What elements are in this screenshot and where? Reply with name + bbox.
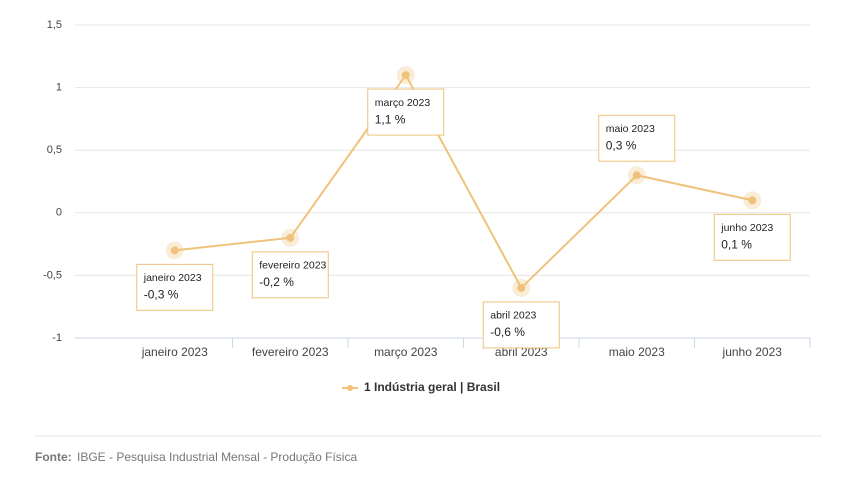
data-label-category: janeiro 2023 [143, 272, 202, 284]
point [748, 196, 757, 205]
point [517, 283, 526, 292]
data-label: fevereiro 2023 -0,2 % [251, 251, 329, 299]
data-label-category: março 2023 [375, 97, 431, 109]
data-label-category: abril 2023 [490, 310, 536, 322]
legend-marker [347, 385, 353, 391]
data-label-value: -0,6 % [490, 325, 525, 339]
y-tick-label: 0,5 [47, 144, 62, 156]
legend-label: 1 Indústria geral | Brasil [364, 380, 500, 394]
y-tick-label: 1,5 [47, 19, 62, 31]
data-label: maio 2023 0,3 % [598, 114, 676, 162]
x-tick-label: maio 2023 [609, 345, 665, 359]
footer-text: IBGE - Pesquisa Industrial Mensal - Prod… [77, 450, 357, 464]
data-label-box [482, 301, 560, 349]
data-label-value: 0,3 % [606, 138, 637, 152]
y-tick-label: -1 [52, 332, 62, 344]
data-label-box [713, 213, 791, 261]
y-tick-label: -0,5 [43, 269, 62, 281]
series-line [174, 73, 753, 290]
point [401, 71, 410, 80]
data-label-value: 0,1 % [721, 237, 752, 251]
data-label-category: maio 2023 [606, 123, 655, 135]
data-label-value: 1,1 % [375, 112, 406, 126]
data-label: junho 2023 0,1 % [713, 213, 791, 261]
point [170, 246, 179, 255]
data-label-category: junho 2023 [720, 222, 773, 234]
x-tick-label: junho 2023 [722, 345, 783, 359]
data-label-box [136, 263, 214, 311]
data-label: abril 2023 -0,6 % [482, 301, 560, 349]
x-tick-label: abril 2023 [495, 345, 548, 359]
data-label: março 2023 1,1 % [367, 88, 445, 136]
x-tick-label: janeiro 2023 [141, 345, 208, 359]
footer-label: Fonte: [35, 450, 72, 464]
data-label: janeiro 2023 -0,3 % [136, 263, 214, 311]
y-tick-label: 0 [56, 207, 62, 219]
data-label-value: -0,3 % [144, 288, 179, 302]
point [286, 233, 295, 242]
data-label-box [367, 88, 445, 136]
x-tick-label: março 2023 [374, 345, 438, 359]
point [632, 171, 641, 180]
data-label-category: fevereiro 2023 [259, 260, 326, 272]
y-tick-label: 1 [56, 82, 62, 94]
x-tick-label: fevereiro 2023 [252, 345, 329, 359]
data-label-box [251, 251, 329, 299]
data-label-value: -0,2 % [259, 275, 294, 289]
data-label-box [598, 114, 676, 162]
